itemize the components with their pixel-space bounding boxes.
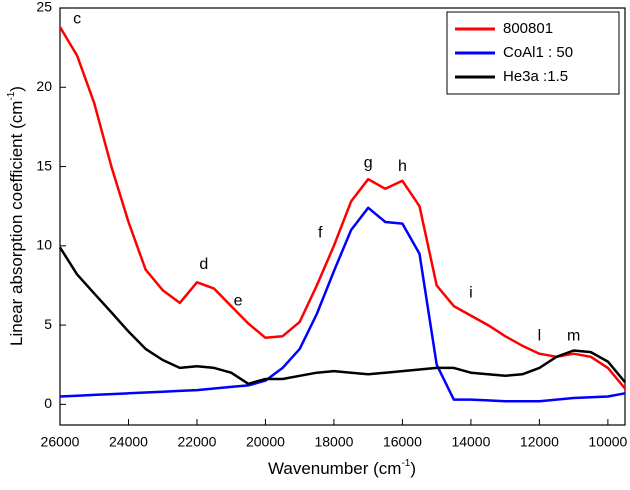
annotation: d [199,256,208,273]
x-tick-label: 14000 [451,434,490,450]
x-label-text: Wavenumber (cm [268,459,402,478]
y-tick-label: 5 [44,316,52,332]
x-tick-label: 20000 [246,434,285,450]
y-tick-label: 20 [36,78,52,94]
legend-label: CoAl1 : 50 [503,44,573,61]
x-tick-label: 18000 [314,434,353,450]
annotation: l [538,327,542,344]
y-label-end: ) [7,86,26,92]
y-tick-label: 15 [36,157,52,173]
x-tick-label: 10000 [588,434,627,450]
series-line [59,206,626,403]
x-tick-label: 24000 [109,434,148,450]
plot-frame [59,7,626,426]
legend-label: 800801 [503,20,553,37]
y-tick-label: 10 [36,237,52,253]
annotation: e [234,293,243,310]
x-tick-label: 26000 [41,434,80,450]
y-axis-label: Linear absorption coefficient (cm-1) [6,86,27,346]
x-tick-label: 22000 [178,434,217,450]
y-label-sup: -1 [6,91,17,100]
x-axis-label: Wavenumber (cm-1) [268,458,416,479]
annotation: g [364,155,373,172]
series-line [58,26,626,390]
x-tick-label: 16000 [383,434,422,450]
annotation: f [318,224,323,241]
series-line [58,246,626,386]
annotation: h [398,158,407,175]
annotation: m [567,327,580,344]
y-tick-label: 25 [36,0,52,15]
y-label-text: Linear absorption coefficient (cm [7,101,26,346]
x-label-sup: -1 [401,458,410,469]
legend-label: He3a :1.5 [503,68,568,85]
annotation: i [469,285,473,302]
annotation: c [73,10,81,27]
x-label-end: ) [410,459,416,478]
y-tick-label: 0 [44,395,52,411]
x-tick-label: 12000 [520,434,559,450]
